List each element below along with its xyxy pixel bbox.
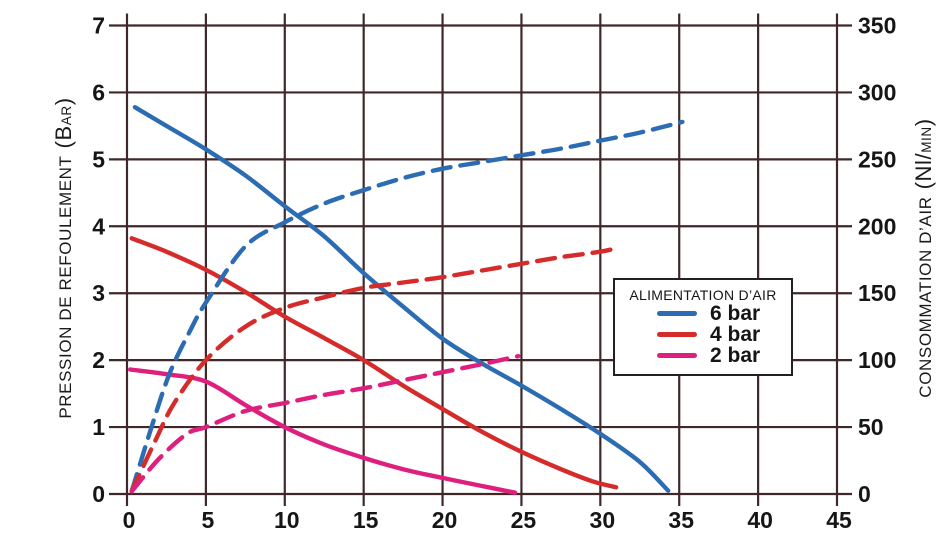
x-tick-label-5: 5 bbox=[201, 507, 214, 533]
legend-box: ALIMENTATION D’AIR 6 bar 4 bar 2 bar bbox=[613, 278, 793, 376]
right-axis-label: CONSOMMATION D’AIR (Nl/MIN) bbox=[911, 118, 937, 397]
left-tick-label-1: 1 bbox=[92, 414, 105, 440]
curve-consommation-2bar bbox=[129, 353, 521, 494]
right-tick-label-350: 350 bbox=[858, 13, 896, 39]
left-tick-label-3: 3 bbox=[92, 280, 105, 306]
x-tick-label-20: 20 bbox=[432, 507, 458, 533]
curve-pression-6bar bbox=[132, 105, 671, 493]
right-tick-label-200: 200 bbox=[858, 213, 896, 239]
left-tick-label-2: 2 bbox=[92, 347, 105, 373]
left-tick-label-4: 4 bbox=[92, 213, 105, 239]
legend-line-2bar-icon bbox=[657, 353, 697, 358]
left-tick-label-7: 7 bbox=[92, 13, 105, 39]
left-axis-label-text: PRESSION DE REFOULEMENT bbox=[56, 155, 75, 419]
legend-item-6bar: 6 bar bbox=[657, 303, 791, 324]
right-tick-label-150: 150 bbox=[858, 280, 896, 306]
curve-pression-4bar bbox=[129, 236, 619, 490]
left-tick-label-6: 6 bbox=[92, 79, 105, 105]
legend-item-4bar: 4 bar bbox=[657, 324, 791, 345]
left-tick-label-5: 5 bbox=[92, 146, 105, 172]
right-axis-unit: (Nl/MIN) bbox=[911, 118, 936, 190]
left-tick-label-0: 0 bbox=[92, 481, 105, 507]
left-axis-label: PRESSION DE REFOULEMENT (BAR) bbox=[51, 97, 77, 418]
curve-consommation-6bar bbox=[129, 119, 685, 494]
right-tick-label-100: 100 bbox=[858, 347, 896, 373]
right-tick-label-0: 0 bbox=[858, 481, 871, 507]
curve-pression-2bar bbox=[127, 367, 518, 495]
x-tick-label-25: 25 bbox=[511, 507, 537, 533]
right-tick-label-50: 50 bbox=[858, 414, 884, 440]
legend-line-6bar-icon bbox=[657, 311, 697, 316]
x-tick-label-0: 0 bbox=[123, 507, 136, 533]
legend-label-4bar: 4 bar bbox=[710, 323, 761, 346]
x-tick-label-35: 35 bbox=[668, 507, 694, 533]
x-tick-label-40: 40 bbox=[747, 507, 773, 533]
x-tick-label-10: 10 bbox=[274, 507, 300, 533]
x-tick-label-30: 30 bbox=[590, 507, 616, 533]
x-tick-label-15: 15 bbox=[353, 507, 379, 533]
legend-title: ALIMENTATION D’AIR bbox=[629, 287, 777, 303]
curve-consommation-4bar bbox=[129, 245, 620, 494]
right-tick-label-300: 300 bbox=[858, 79, 896, 105]
legend-label-2bar: 2 bar bbox=[710, 344, 761, 367]
legend-label-6bar: 6 bar bbox=[710, 302, 761, 325]
legend-line-4bar-icon bbox=[657, 332, 697, 337]
right-tick-label-250: 250 bbox=[858, 146, 896, 172]
left-axis-unit: (BAR) bbox=[51, 97, 76, 149]
right-axis-label-text: CONSOMMATION D’AIR bbox=[916, 196, 935, 398]
x-tick-label-45: 45 bbox=[826, 507, 852, 533]
legend-item-2bar: 2 bar bbox=[657, 345, 791, 366]
